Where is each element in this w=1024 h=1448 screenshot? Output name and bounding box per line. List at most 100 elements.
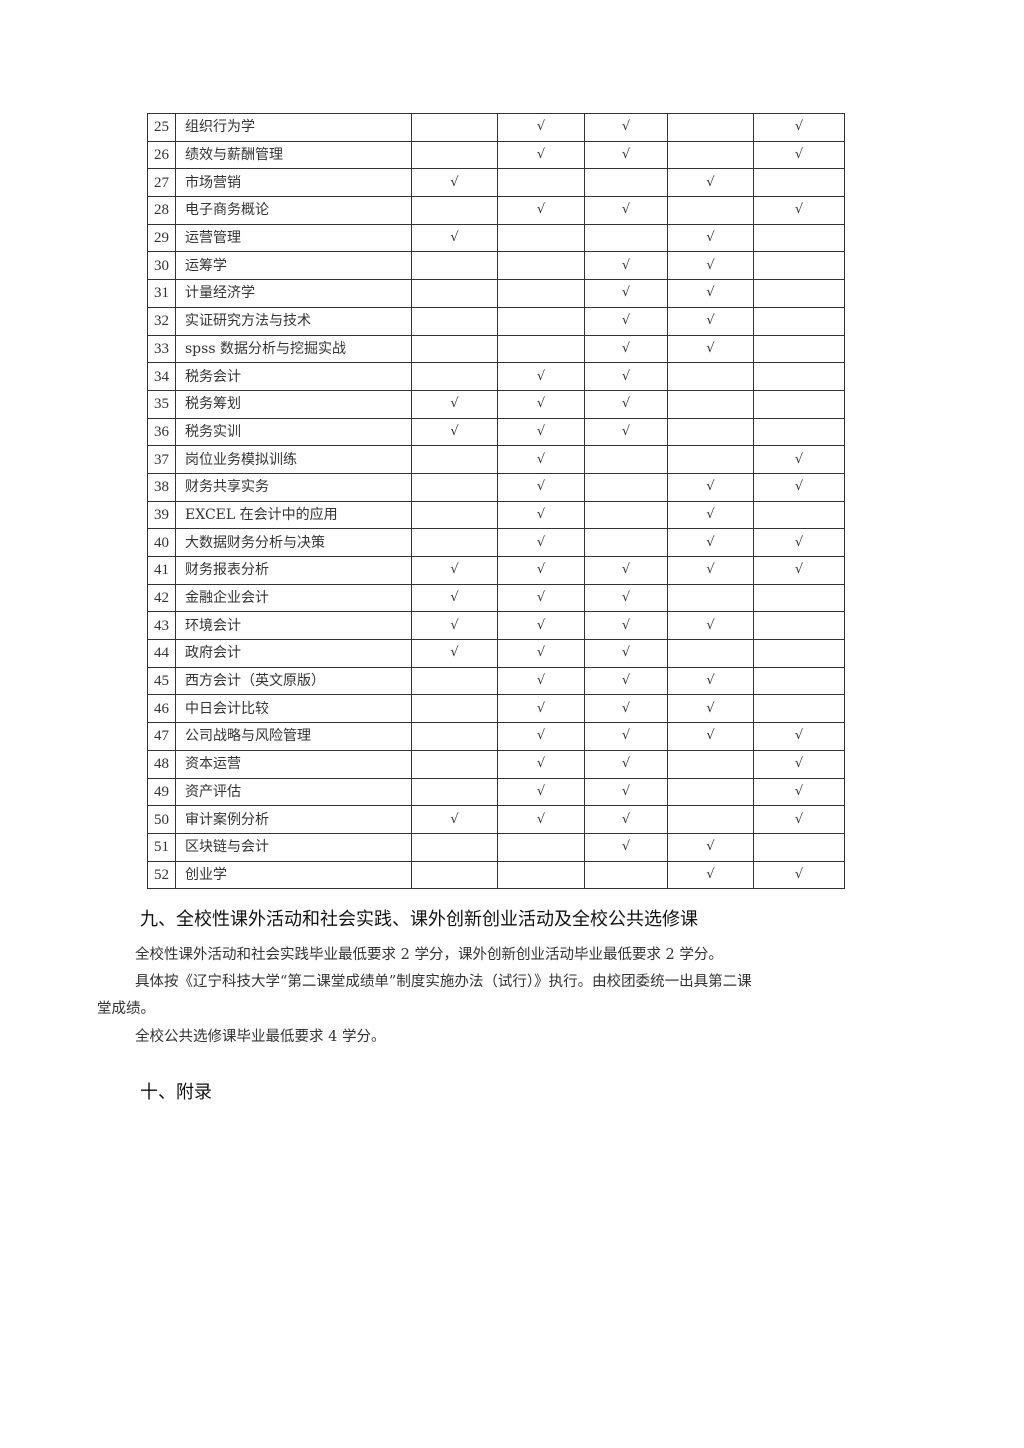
check-cell — [411, 196, 498, 225]
course-name: spss 数据分析与挖掘实战 — [175, 334, 412, 364]
check-cell — [411, 472, 498, 502]
table-row: 34 税务会计 √ √ — [147, 362, 845, 391]
course-name: 税务实训 — [175, 417, 412, 447]
table-row: 35 税务筹划 √ √ √ — [147, 389, 845, 419]
course-name: 资产评估 — [175, 777, 412, 807]
check-cell — [584, 445, 668, 474]
check-cell: √ — [753, 140, 845, 170]
table-row: 26 绩效与薪酬管理 √ √ √ — [147, 140, 845, 170]
table-row: 27 市场营销 √ √ — [147, 168, 845, 198]
table-row: 46 中日会计比较 √ √ √ — [147, 694, 845, 724]
check-cell: √ — [497, 639, 585, 668]
check-cell: √ — [584, 279, 668, 308]
row-number: 46 — [147, 694, 176, 724]
check-cell: √ — [667, 168, 754, 198]
check-cell: √ — [584, 196, 668, 225]
check-cell: √ — [497, 389, 585, 419]
row-number: 48 — [147, 749, 176, 779]
row-number: 41 — [147, 556, 176, 585]
check-cell: √ — [497, 140, 585, 170]
check-cell — [753, 694, 845, 724]
table-row: 42 金融企业会计 √ √ √ — [147, 583, 845, 613]
check-cell — [411, 832, 498, 862]
course-name: EXCEL 在会计中的应用 — [175, 500, 412, 530]
check-cell — [667, 639, 754, 668]
row-number: 26 — [147, 140, 176, 170]
check-cell — [667, 805, 754, 834]
check-cell: √ — [584, 334, 668, 364]
row-number: 38 — [147, 472, 176, 502]
course-name: 税务筹划 — [175, 389, 412, 419]
check-cell: √ — [584, 639, 668, 668]
check-cell: √ — [667, 500, 754, 530]
check-cell: √ — [411, 556, 498, 585]
table-row: 41 财务报表分析 √ √ √ √ √ — [147, 556, 845, 585]
check-cell — [584, 472, 668, 502]
check-cell: √ — [497, 528, 585, 557]
row-number: 45 — [147, 666, 176, 696]
course-name: 市场营销 — [175, 168, 412, 198]
check-cell: √ — [584, 805, 668, 834]
table-row: 51 区块链与会计 √ √ — [147, 832, 845, 862]
table-row: 39 EXCEL 在会计中的应用 √ √ — [147, 500, 845, 530]
check-cell — [753, 251, 845, 281]
section-9-paragraph-3: 全校公共选修课毕业最低要求 4 学分。 — [135, 1029, 386, 1045]
check-cell — [667, 389, 754, 419]
check-cell: √ — [497, 722, 585, 751]
row-number: 43 — [147, 611, 176, 641]
check-cell — [411, 860, 498, 890]
row-number: 28 — [147, 196, 176, 225]
check-cell — [411, 500, 498, 530]
table-row: 31 计量经济学 √ √ — [147, 279, 845, 308]
section-10-heading: 十、附录 — [140, 1082, 212, 1103]
course-name: 组织行为学 — [175, 113, 412, 142]
check-cell — [753, 583, 845, 613]
check-cell — [411, 666, 498, 696]
course-name: 财务共享实务 — [175, 472, 412, 502]
check-cell — [667, 445, 754, 474]
course-name: 绩效与薪酬管理 — [175, 140, 412, 170]
course-name: 实证研究方法与技术 — [175, 306, 412, 336]
check-cell — [753, 168, 845, 198]
check-cell — [753, 389, 845, 419]
check-cell: √ — [497, 694, 585, 724]
check-cell — [667, 749, 754, 779]
check-cell — [411, 334, 498, 364]
course-name: 区块链与会计 — [175, 832, 412, 862]
row-number: 35 — [147, 389, 176, 419]
row-number: 36 — [147, 417, 176, 447]
check-cell: √ — [584, 113, 668, 142]
course-name: 财务报表分析 — [175, 556, 412, 585]
check-cell — [667, 583, 754, 613]
check-cell: √ — [753, 113, 845, 142]
check-cell — [497, 168, 585, 198]
check-cell: √ — [667, 223, 754, 253]
check-cell — [753, 306, 845, 336]
check-cell: √ — [497, 113, 585, 142]
check-cell: √ — [584, 777, 668, 807]
table-row: 25 组织行为学 √ √ √ — [147, 113, 845, 142]
check-cell: √ — [411, 417, 498, 447]
check-cell: √ — [497, 805, 585, 834]
row-number: 37 — [147, 445, 176, 474]
course-name: 电子商务概论 — [175, 196, 412, 225]
row-number: 50 — [147, 805, 176, 834]
table-row: 40 大数据财务分析与决策 √ √ √ — [147, 528, 845, 557]
check-cell — [497, 223, 585, 253]
row-number: 40 — [147, 528, 176, 557]
course-name: 金融企业会计 — [175, 583, 412, 613]
check-cell: √ — [753, 528, 845, 557]
row-number: 49 — [147, 777, 176, 807]
check-cell: √ — [497, 445, 585, 474]
table-row: 37 岗位业务模拟训练 √ √ — [147, 445, 845, 474]
course-name: 环境会计 — [175, 611, 412, 641]
check-cell: √ — [584, 417, 668, 447]
table-row: 48 资本运营 √ √ √ — [147, 749, 845, 779]
check-cell — [753, 611, 845, 641]
check-cell — [753, 362, 845, 391]
check-cell — [411, 749, 498, 779]
course-name: 创业学 — [175, 860, 412, 890]
table-row: 38 财务共享实务 √ √ √ — [147, 472, 845, 502]
check-cell — [497, 860, 585, 890]
course-name: 公司战略与风险管理 — [175, 722, 412, 751]
